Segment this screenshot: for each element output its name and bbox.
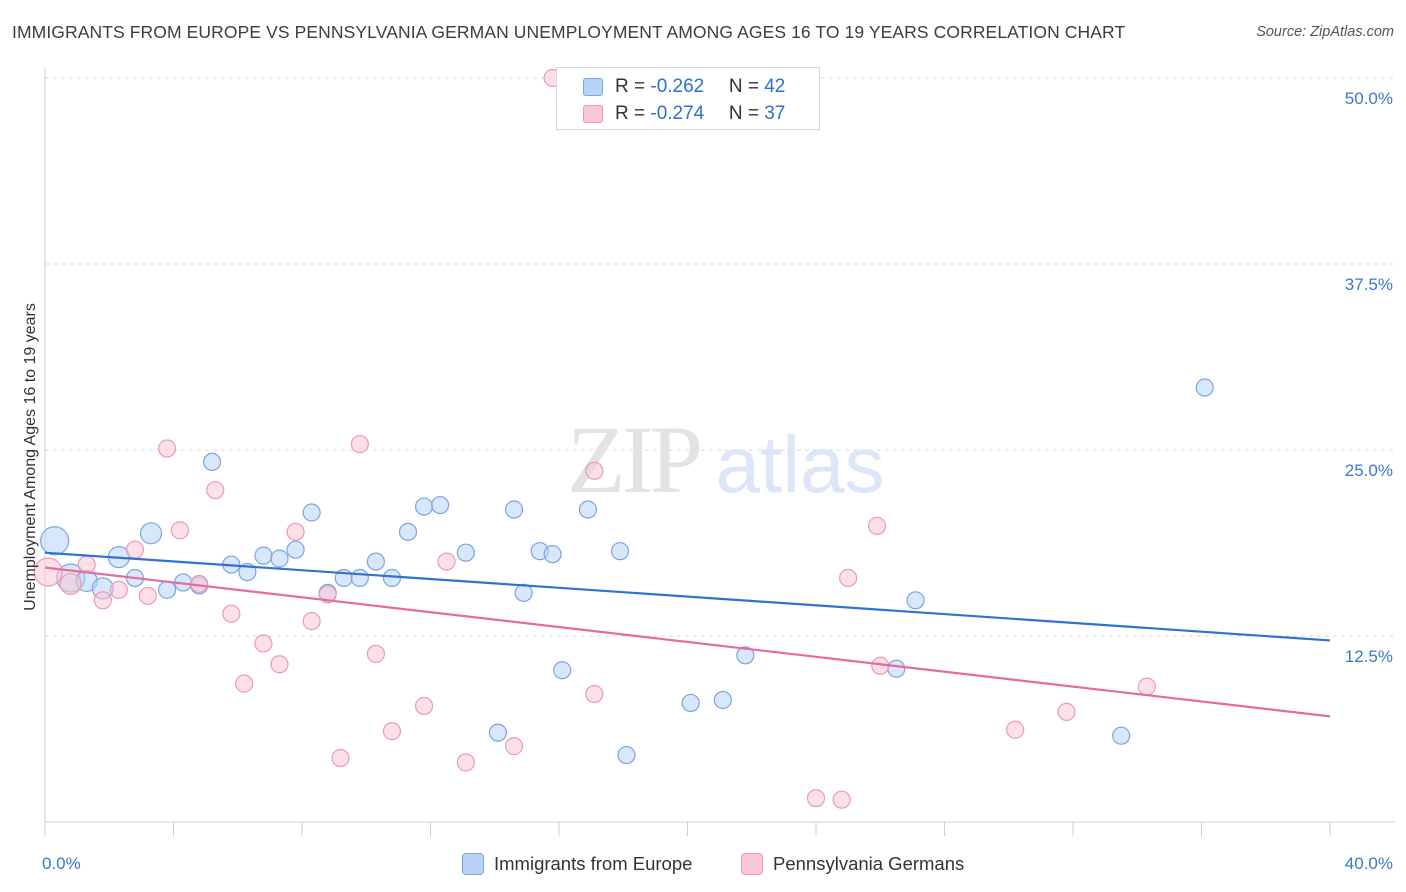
data-point-immigrants xyxy=(202,452,222,472)
data-point-immigrants xyxy=(543,545,562,564)
data-point-pa-germans xyxy=(806,789,826,808)
data-point-immigrants xyxy=(414,497,434,516)
data-point-pa-germans xyxy=(59,572,82,596)
data-point-pa-germans xyxy=(33,557,63,587)
data-point-pa-germans xyxy=(1137,677,1156,696)
data-point-immigrants xyxy=(617,745,636,765)
data-point-pa-germans xyxy=(77,555,96,574)
data-point-immigrants xyxy=(488,723,508,742)
data-point-pa-germans xyxy=(504,737,524,756)
stats-n-value: 42 xyxy=(764,76,786,97)
data-point-immigrants xyxy=(736,646,755,665)
data-point-immigrants xyxy=(1112,726,1131,745)
stats-r-value: -0.262 xyxy=(650,76,705,97)
data-point-immigrants xyxy=(713,690,732,710)
legend-swatch-blue xyxy=(462,853,484,875)
data-point-immigrants xyxy=(270,549,289,568)
trend-layer xyxy=(44,551,1331,718)
watermark-zip: ZIP xyxy=(567,406,700,513)
source-credit: Source: ZipAtlas.com xyxy=(1256,24,1394,40)
data-point-pa-germans xyxy=(1006,720,1025,739)
legend-label: Pennsylvania Germans xyxy=(773,853,965,874)
data-point-pa-germans xyxy=(456,753,475,772)
data-point-immigrants xyxy=(906,591,925,610)
data-point-pa-germans xyxy=(437,552,456,571)
data-point-pa-germans xyxy=(318,585,337,604)
data-point-pa-germans xyxy=(170,521,190,540)
data-point-immigrants xyxy=(431,495,450,515)
stats-box: R = -0.262 N = 42 R = -0.274 N = 37 xyxy=(556,67,820,130)
data-point-immigrants xyxy=(366,552,385,571)
data-point-immigrants xyxy=(887,659,906,678)
legend-label: Immigrants from Europe xyxy=(494,853,693,874)
data-point-pa-germans xyxy=(109,580,128,599)
data-point-immigrants xyxy=(1195,378,1214,397)
y-tick-label: 12.5% xyxy=(1345,647,1393,666)
stats-r-label: R = xyxy=(615,76,651,97)
data-point-immigrants xyxy=(286,540,305,559)
data-point-immigrants xyxy=(504,500,524,519)
stats-n-label: N = xyxy=(728,76,765,97)
data-point-immigrants xyxy=(254,546,273,565)
axis-layer xyxy=(44,68,1395,836)
data-point-pa-germans xyxy=(382,722,402,741)
data-point-pa-germans xyxy=(1057,702,1076,721)
data-point-pa-germans xyxy=(585,684,604,704)
tick-label-layer: 12.5% 25.0% 37.5% 50.0% 0.0% 40.0% xyxy=(42,89,1393,873)
data-point-immigrants xyxy=(514,583,533,602)
data-point-pa-germans xyxy=(254,634,273,653)
data-point-immigrants xyxy=(398,522,418,541)
y-tick-label: 37.5% xyxy=(1345,275,1393,294)
data-point-immigrants xyxy=(578,500,598,519)
stats-r-label: R = xyxy=(615,103,651,124)
data-point-pa-germans xyxy=(414,696,434,716)
legend-swatch-pink xyxy=(741,853,763,875)
trend-line-pa-germans xyxy=(44,566,1331,718)
data-point-pa-germans xyxy=(832,790,851,809)
data-point-pa-germans xyxy=(157,439,177,458)
stats-swatch-blue xyxy=(583,78,603,96)
data-point-pa-germans xyxy=(350,434,369,454)
y-tick-label: 50.0% xyxy=(1345,89,1393,108)
data-point-pa-germans xyxy=(839,568,858,588)
data-point-pa-germans xyxy=(585,461,604,480)
data-point-pa-germans xyxy=(366,644,385,663)
data-point-immigrants xyxy=(610,542,630,561)
data-point-pa-germans xyxy=(867,516,887,535)
data-point-immigrants xyxy=(350,568,369,588)
data-point-pa-germans xyxy=(138,586,157,605)
data-point-immigrants xyxy=(302,503,321,522)
stats-r-value: -0.274 xyxy=(650,103,705,124)
stats-swatch-pink xyxy=(583,105,603,123)
data-point-immigrants xyxy=(40,526,70,556)
data-point-immigrants xyxy=(139,522,163,545)
data-point-pa-germans xyxy=(125,540,145,559)
data-point-immigrants xyxy=(382,568,402,588)
stats-n-value: 37 xyxy=(764,103,786,124)
y-axis-label: Unemployment Among Ages 16 to 19 years xyxy=(22,303,39,611)
data-point-pa-germans xyxy=(235,674,254,693)
y-tick-label: 25.0% xyxy=(1345,461,1393,480)
x-tick-label: 0.0% xyxy=(42,854,81,873)
data-point-pa-germans xyxy=(331,748,350,768)
data-point-immigrants xyxy=(157,580,177,599)
data-point-pa-germans xyxy=(302,612,321,631)
chart-title: IMMIGRANTS FROM EUROPE VS PENNSYLVANIA G… xyxy=(12,22,1126,42)
data-point-pa-germans xyxy=(93,591,112,610)
grid-layer xyxy=(45,77,1395,637)
data-point-immigrants xyxy=(456,543,475,562)
data-point-pa-germans xyxy=(206,481,225,500)
x-tick-label: 40.0% xyxy=(1345,854,1393,873)
watermark-atlas: atlas xyxy=(716,420,885,509)
data-point-pa-germans xyxy=(270,655,289,674)
data-point-pa-germans xyxy=(222,604,241,623)
trend-line-immigrants xyxy=(44,551,1331,642)
data-point-pa-germans xyxy=(286,522,305,541)
data-point-immigrants xyxy=(681,693,700,713)
data-point-immigrants xyxy=(553,661,572,680)
stats-n-label: N = xyxy=(728,103,765,124)
